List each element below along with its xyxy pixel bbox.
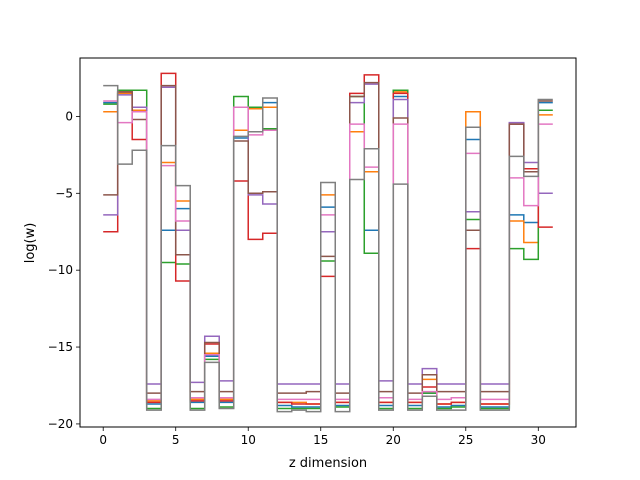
x-tick-label: 0 xyxy=(99,433,107,447)
x-tick-label: 5 xyxy=(172,433,180,447)
x-tick-label: 10 xyxy=(241,433,256,447)
y-tick-label: −5 xyxy=(55,186,73,200)
x-tick-label: 20 xyxy=(386,433,401,447)
series-line-8 xyxy=(103,84,553,413)
x-axis-label: z dimension xyxy=(289,456,367,471)
y-axis: 0 −5 −10 −15 −20 xyxy=(48,109,80,431)
y-tick-label: 0 xyxy=(65,109,73,123)
series-layer xyxy=(103,72,553,413)
y-axis-label: log(w) xyxy=(23,223,38,264)
x-tick-label: 15 xyxy=(313,433,328,447)
x-tick-label: 25 xyxy=(458,433,473,447)
x-axis: 0 5 10 15 20 25 30 xyxy=(99,427,546,447)
plot-frame xyxy=(79,57,577,428)
x-tick-label: 30 xyxy=(531,433,546,447)
y-tick-label: −20 xyxy=(48,417,73,431)
y-tick-label: −15 xyxy=(48,340,73,354)
y-tick-label: −10 xyxy=(48,263,73,277)
